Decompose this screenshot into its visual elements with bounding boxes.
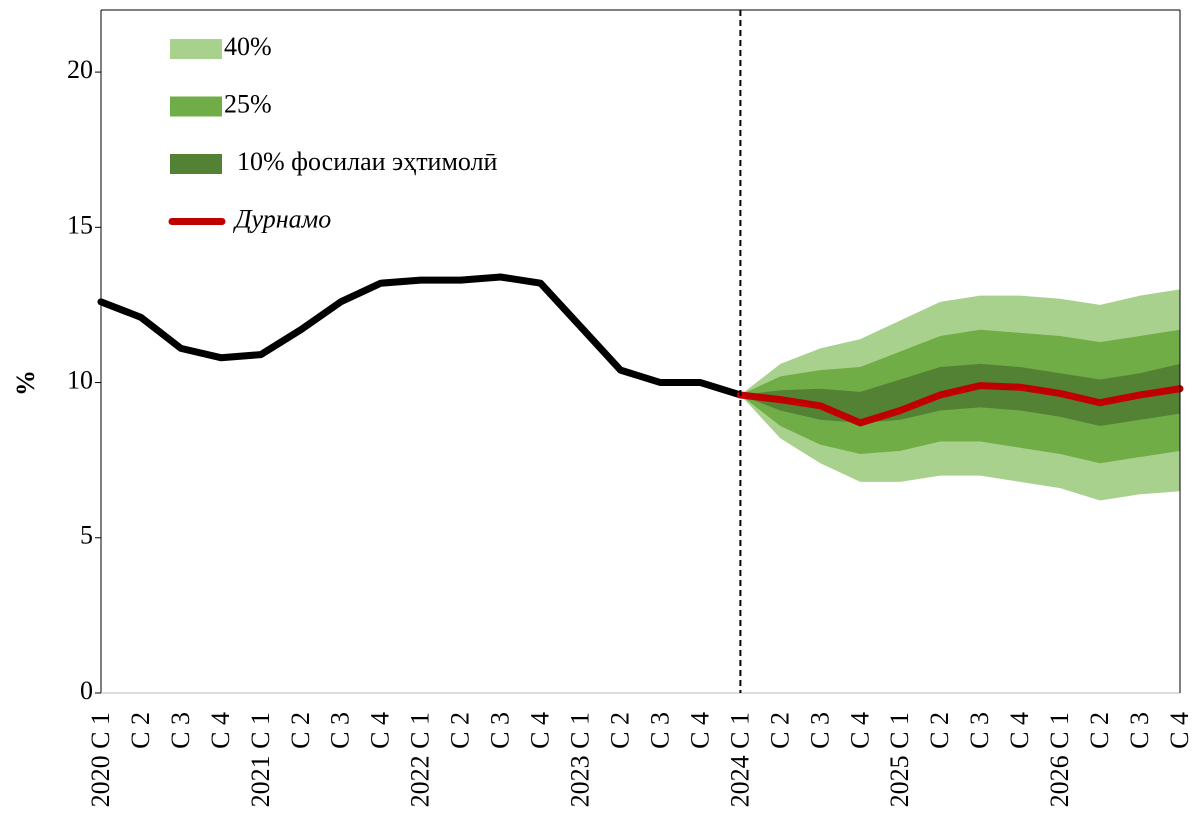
x-tick-label: C 3 — [805, 712, 834, 749]
x-tick-label: 2020 C 1 — [86, 712, 115, 807]
legend-swatch — [170, 154, 222, 174]
x-tick-label: C 2 — [286, 712, 315, 749]
x-tick-label: 2022 C 1 — [406, 712, 435, 807]
x-tick-label: 2025 C 1 — [885, 712, 914, 807]
x-tick-label: C 4 — [1005, 712, 1034, 749]
x-tick-label: 2026 C 1 — [1045, 712, 1074, 807]
x-tick-label: C 2 — [126, 712, 155, 749]
legend-label: 10% фосилаи эҳтимолӣ — [237, 147, 498, 176]
x-tick-label: 2023 C 1 — [566, 712, 595, 807]
x-tick-label: C 2 — [925, 712, 954, 749]
y-tick-label: 0 — [80, 676, 93, 705]
x-tick-label: C 3 — [326, 712, 355, 749]
band — [740, 363, 1180, 427]
x-tick-label: C 2 — [446, 712, 475, 749]
y-tick-label: 5 — [80, 521, 93, 550]
x-tick-label: C 3 — [486, 712, 515, 749]
x-tick-label: C 2 — [1085, 712, 1114, 749]
x-tick-label: C 2 — [765, 712, 794, 749]
y-tick-label: 20 — [67, 55, 93, 84]
y-axis-label: % — [11, 370, 40, 396]
x-tick-label: 2021 C 1 — [246, 712, 275, 807]
x-tick-label: C 3 — [965, 712, 994, 749]
x-tick-label: C 4 — [845, 712, 874, 749]
line — [736, 382, 1184, 427]
legend-swatch — [170, 96, 222, 117]
x-tick-label: C 2 — [605, 712, 634, 749]
legend-swatch — [170, 39, 222, 59]
legend-label: 25% — [224, 89, 272, 118]
x-tick-label: C 3 — [645, 712, 674, 749]
x-tick-label: C 4 — [685, 712, 714, 749]
y-tick-label: 10 — [67, 366, 93, 395]
y-tick-label: 15 — [67, 210, 93, 239]
legend-label: Дурнамо — [232, 204, 331, 233]
x-tick-label: C 3 — [166, 712, 195, 749]
legend-label: 40% — [224, 32, 272, 61]
x-tick-label: C 4 — [526, 712, 555, 749]
x-tick-label: C 3 — [1125, 712, 1154, 749]
x-tick-label: C 4 — [366, 712, 395, 749]
line — [97, 273, 744, 399]
x-tick-label: C 4 — [1165, 712, 1193, 749]
x-tick-label: 2024 C 1 — [725, 712, 754, 807]
x-tick-label: C 4 — [206, 712, 235, 749]
